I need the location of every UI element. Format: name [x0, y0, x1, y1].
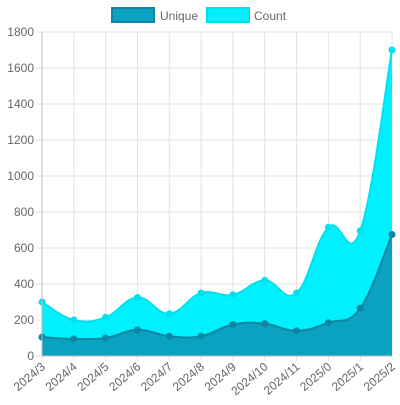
legend-label-count: Count	[254, 9, 287, 23]
series-areas	[41, 49, 393, 356]
point-count	[165, 310, 173, 318]
y-tick-label: 1800	[7, 25, 34, 39]
point-count	[102, 313, 110, 321]
y-tick-label: 0	[27, 349, 34, 363]
point-count	[388, 46, 396, 54]
legend-label-unique: Unique	[160, 9, 198, 23]
point-unique	[261, 320, 269, 328]
area-unique	[42, 234, 392, 356]
legend-swatch-count	[206, 7, 250, 23]
y-tick-label: 1600	[7, 61, 34, 75]
y-tick-label: 600	[14, 241, 34, 255]
point-unique	[293, 327, 301, 335]
point-count	[197, 289, 205, 297]
y-tick-label: 1000	[7, 169, 34, 183]
legend-swatch-unique	[111, 7, 155, 23]
y-tick-label: 400	[14, 277, 34, 291]
y-tick-label: 200	[14, 313, 34, 327]
area-count	[42, 50, 392, 356]
point-unique	[197, 332, 205, 340]
point-unique	[356, 304, 364, 312]
x-tick-label: 2025/1	[329, 359, 366, 394]
point-unique	[102, 334, 110, 342]
y-tick-label: 800	[14, 205, 34, 219]
legend: Unique Count	[111, 7, 287, 23]
x-tick-label: 2024/7	[138, 359, 175, 394]
point-count	[133, 294, 141, 301]
x-tick-label: 2025/2	[361, 359, 398, 394]
x-tick-label: 2024/4	[43, 359, 80, 394]
x-tick-label: 2024/11	[261, 359, 303, 397]
point-count	[70, 316, 78, 324]
point-unique	[70, 335, 78, 343]
point-unique	[324, 319, 332, 327]
x-tick-label: 2024/3	[11, 359, 48, 394]
point-unique	[388, 231, 396, 238]
point-unique	[229, 321, 237, 328]
point-unique	[165, 332, 173, 340]
x-tick-label: 2025/0	[297, 359, 334, 394]
y-tick-labels: 0 200 400 600 800 1000 1200 1400 1600 1800	[7, 25, 34, 363]
y-tick-label: 1400	[7, 97, 34, 111]
x-tick-label: 2024/5	[74, 359, 111, 394]
series-points	[38, 46, 396, 343]
y-tick-label: 1200	[7, 133, 34, 147]
point-unique	[133, 326, 141, 334]
point-count	[356, 227, 364, 235]
point-count	[293, 289, 301, 297]
point-count	[261, 276, 269, 284]
point-count	[324, 223, 332, 231]
x-tick-label: 2024/6	[106, 359, 143, 394]
axes	[41, 32, 392, 357]
point-count	[229, 291, 237, 299]
x-tick-label: 2024/8	[170, 359, 207, 394]
